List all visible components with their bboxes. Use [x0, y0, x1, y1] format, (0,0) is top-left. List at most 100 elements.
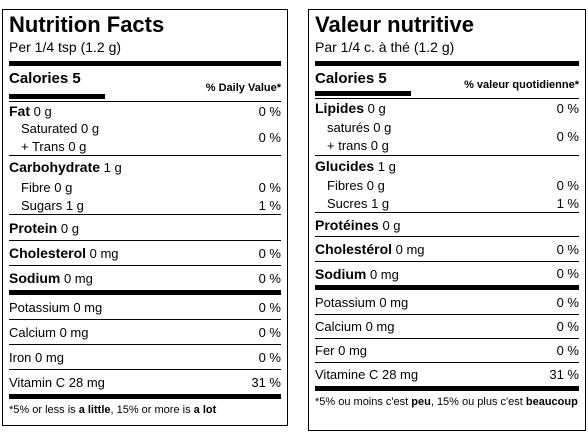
nutrient-group: Saturated 0 g + Trans 0 g — [9, 121, 99, 154]
calories-block: Calories 5 % valeur quotidienne* — [315, 66, 579, 99]
nutrient: Calcium 0 mg — [9, 325, 89, 340]
footnote-part: *5% ou moins c'est — [315, 396, 412, 408]
nutrient: Sucres 1 g — [315, 196, 389, 211]
daily-value: 0 % — [556, 343, 579, 358]
label-title: Nutrition Facts — [9, 12, 165, 37]
nutrient: Fibre 0 g — [9, 180, 72, 195]
nutrient: Potassium 0 mg — [9, 300, 102, 315]
nutrient-name: Iron — [9, 349, 32, 365]
nutrient-name: Protein — [9, 219, 58, 236]
calories-rule — [315, 91, 411, 96]
nutrient-row: Protein 0 g — [9, 215, 281, 241]
footnote-part: a little — [78, 404, 111, 416]
nutrient-amount: 28 mg — [381, 367, 419, 382]
daily-value: 0 % — [258, 103, 281, 119]
nutrition-label-french: Valeur nutritive Par 1/4 c. à thé (1.2 g… — [308, 9, 586, 431]
calories: Calories 5 — [9, 70, 81, 87]
nutrient-amount: 1 g — [65, 197, 84, 213]
nutrient-name: Calcium — [315, 319, 362, 334]
daily-value-header: % Daily Value* — [205, 82, 281, 94]
nutrient-row: Protéines 0 g — [315, 213, 579, 237]
nutrient-name: Cholestérol — [315, 241, 393, 257]
nutrient-amount: 0 mg — [89, 246, 119, 261]
nutrient-row: Fibres 0 g 0 % — [315, 176, 579, 194]
nutrient-name: + Trans — [21, 139, 65, 154]
nutrient: Potassium 0 mg — [315, 295, 408, 310]
nutrient: Calcium 0 mg — [315, 319, 395, 334]
nutrient: Glucides 1 g — [315, 158, 396, 174]
nutrient-row: Cholesterol 0 mg 0 % — [9, 241, 281, 266]
nutrient-name: Glucides — [315, 158, 375, 174]
nutrient-row: Potassium 0 mg 0 % — [315, 290, 579, 315]
nutrient-row: Carbohydrate 1 g — [9, 156, 281, 178]
nutrient-amount: 0 g — [54, 179, 73, 195]
nutrient: Protéines 0 g — [315, 217, 401, 233]
daily-value: 0 % — [258, 245, 281, 261]
footnote-part: a lot — [193, 404, 217, 416]
nutrient: Cholestérol 0 mg — [315, 241, 425, 257]
nutrient-amount: 1 g — [371, 195, 390, 211]
nutrient-name: Sodium — [9, 270, 61, 286]
nutrient-amount: 1 g — [103, 160, 122, 175]
nutrient-group: saturés 0 g + trans 0 g — [315, 120, 391, 153]
nutrient: Carbohydrate 1 g — [9, 159, 122, 175]
nutrient-name: Fibres — [327, 177, 364, 193]
nutrient-name: Potassium — [315, 294, 376, 310]
nutrient-amount: 0 mg — [73, 299, 103, 315]
nutrition-label-english: Nutrition Facts Per 1/4 tsp (1.2 g) Calo… — [2, 9, 288, 426]
nutrient-amount: 0 mg — [338, 343, 368, 358]
nutrient-name: Sucres — [327, 195, 368, 211]
nutrient-row: Potassium 0 mg 0 % — [9, 295, 281, 320]
daily-value: 0 % — [556, 177, 579, 193]
daily-value: 31 % — [251, 374, 281, 390]
nutrient-amount: 0 g — [60, 220, 79, 236]
nutrient-amount: 0 g — [382, 217, 401, 233]
nutrient-amount: 0 mg — [395, 242, 425, 257]
nutrient-amount: 0 g — [81, 121, 100, 136]
nutrient: Lipides 0 g — [315, 100, 386, 116]
serving-size: Per 1/4 tsp (1.2 g) — [9, 39, 122, 55]
nutrient-row: Calcium 0 mg 0 % — [315, 315, 579, 339]
nutrient: saturés 0 g — [327, 120, 391, 135]
nutrient: + trans 0 g — [327, 138, 391, 153]
nutrient-row: Calcium 0 mg 0 % — [9, 320, 281, 345]
nutrient-name: Fibre — [21, 179, 51, 195]
calories-rule — [9, 94, 105, 99]
daily-value: 0 % — [556, 241, 579, 257]
nutrient-amount: 0 mg — [63, 271, 93, 286]
daily-value: 0 % — [258, 270, 281, 286]
daily-value: 0 % — [258, 130, 281, 145]
nutrient-amount: 0 mg — [379, 294, 409, 310]
nutrient-row: Glucides 1 g — [315, 156, 579, 176]
nutrient: Sodium 0 mg — [315, 266, 399, 282]
daily-value: 0 % — [556, 266, 579, 281]
nutrient-amount: 0 g — [373, 119, 392, 135]
nutrient-amount: 0 g — [366, 177, 385, 193]
daily-value: 31 % — [549, 367, 579, 382]
nutrient-name: Vitamin C — [9, 374, 66, 390]
nutrient-amount: 0 mg — [365, 319, 395, 334]
nutrient: + Trans 0 g — [21, 139, 99, 154]
nutrient-row: Cholestérol 0 mg 0 % — [315, 237, 579, 262]
nutrient: Iron 0 mg — [9, 350, 64, 365]
daily-value: 0 % — [556, 128, 579, 144]
footnote-part: beaucoup — [525, 396, 578, 408]
nutrient: Protein 0 g — [9, 220, 79, 236]
nutrient-amount: 0 mg — [59, 324, 89, 340]
calories: Calories 5 — [315, 70, 387, 87]
footnote-part: *5% or less is — [9, 404, 79, 416]
nutrient-row: Saturated 0 g + Trans 0 g 0 % — [9, 120, 281, 156]
calories-block: Calories 5 % Daily Value* — [9, 66, 281, 102]
nutrient: Fat 0 g — [9, 103, 52, 119]
nutrient-name: Cholesterol — [9, 245, 87, 261]
nutrient-row: saturés 0 g + trans 0 g 0 % — [315, 117, 579, 156]
nutrient-row: Vitamine C 28 mg 31 % — [315, 363, 579, 391]
nutrient-row: Vitamin C 28 mg 31 % — [9, 370, 281, 399]
nutrient: Saturated 0 g — [21, 121, 99, 136]
label-title: Valeur nutritive — [315, 12, 474, 37]
footnote-part: , 15% or more is — [110, 404, 194, 416]
daily-value: 0 % — [556, 100, 579, 116]
nutrient-name: Fer — [315, 343, 335, 358]
nutrient-amount: 0 g — [68, 139, 87, 154]
